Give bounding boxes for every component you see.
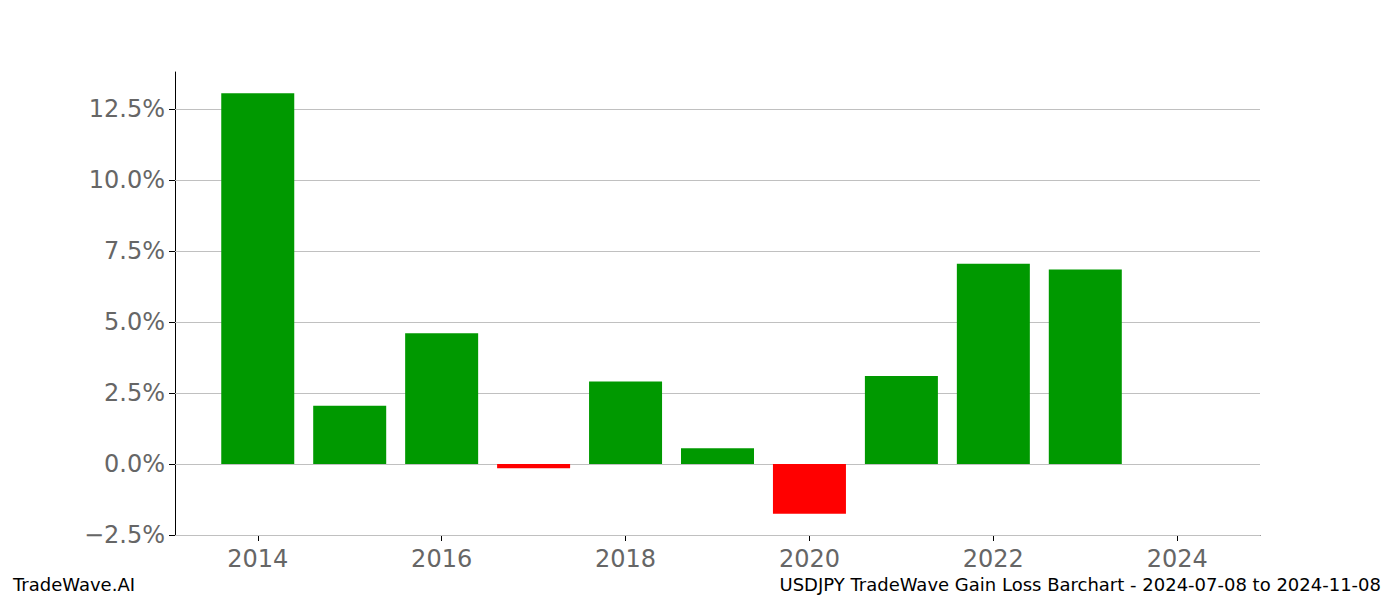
- svg-text:2016: 2016: [411, 545, 472, 573]
- svg-text:2014: 2014: [227, 545, 288, 573]
- svg-text:5.0%: 5.0%: [104, 308, 165, 336]
- svg-text:2.5%: 2.5%: [104, 379, 165, 407]
- svg-text:2024: 2024: [1147, 545, 1208, 573]
- svg-text:7.5%: 7.5%: [104, 237, 165, 265]
- svg-text:2020: 2020: [779, 545, 840, 573]
- svg-text:TradeWave.AI: TradeWave.AI: [12, 574, 135, 595]
- svg-text:12.5%: 12.5%: [89, 95, 165, 123]
- svg-text:0.0%: 0.0%: [104, 450, 165, 478]
- svg-text:2022: 2022: [963, 545, 1024, 573]
- svg-text:10.0%: 10.0%: [89, 166, 165, 194]
- svg-text:−2.5%: −2.5%: [84, 521, 165, 549]
- svg-text:USDJPY TradeWave Gain Loss Bar: USDJPY TradeWave Gain Loss Barchart - 20…: [779, 574, 1381, 595]
- svg-text:2018: 2018: [595, 545, 656, 573]
